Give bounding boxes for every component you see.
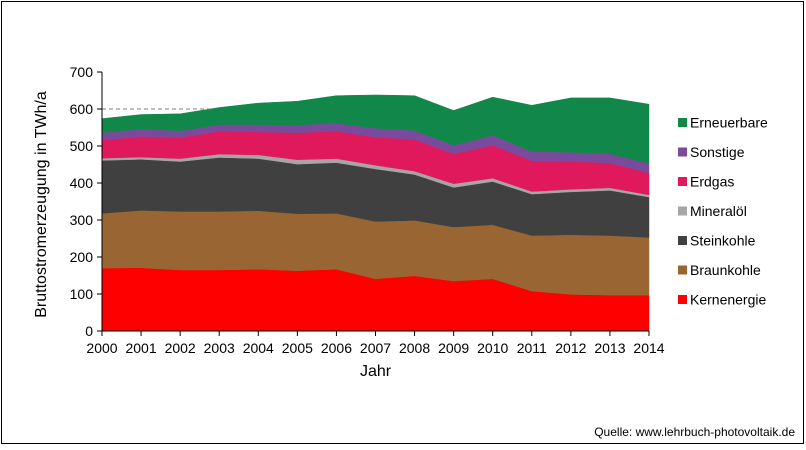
legend-swatch-erdgas: [678, 177, 687, 186]
legend-label: Erneuerbare: [690, 115, 768, 131]
x-ticks-group: 2000 2001 2002 2003 2004 2005 2006 2007 2008 2009…: [86, 331, 665, 356]
x-tick-label: 2000: [86, 340, 117, 356]
x-tick-label: 2002: [165, 340, 196, 356]
x-tick-label: 2010: [477, 340, 508, 356]
x-tick-label: 2009: [438, 340, 469, 356]
y-ticks-group: 0 100 200 300 400 500 600 700: [70, 64, 102, 339]
legend-label: Sonstige: [690, 144, 745, 160]
x-tick-label: 2001: [125, 340, 156, 356]
legend-label: Braunkohle: [690, 262, 761, 278]
y-tick-label: 100: [70, 286, 94, 302]
area-erneuerbare: [101, 94, 650, 164]
x-tick-label: 2005: [282, 340, 313, 356]
x-tick-label: 2003: [204, 340, 235, 356]
x-tick-label: 2007: [360, 340, 391, 356]
legend: Erneuerbare Sonstige Erdgas Mineralöl Steink…: [678, 115, 768, 308]
y-tick-label: 0: [85, 323, 93, 339]
y-axis-title: Bruttostromerzeugung in TWh/a: [33, 91, 50, 318]
legend-swatch-mineral-l: [678, 206, 687, 216]
x-axis-title: Jahr: [360, 363, 392, 380]
y-tick-label: 600: [70, 101, 94, 117]
y-tick-label: 700: [70, 64, 94, 80]
x-tick-label: 2006: [321, 340, 352, 356]
x-tick-label: 2013: [594, 340, 625, 356]
y-tick-label: 400: [70, 175, 94, 191]
legend-label: Mineralöl: [690, 203, 747, 219]
legend-swatch-sonstige: [678, 147, 687, 157]
area-series-group: [101, 94, 650, 332]
source-credit: Quelle: www.lehrbuch-photovoltaik.de: [594, 425, 795, 439]
legend-label: Kernenergie: [690, 292, 766, 308]
legend-swatch-steinkohle: [678, 236, 687, 245]
x-tick-label: 2004: [243, 340, 274, 356]
legend-label: Erdgas: [690, 174, 734, 190]
y-tick-label: 200: [70, 249, 94, 265]
legend-swatch-kernenergie: [678, 295, 687, 304]
legend-swatch-braunkohle: [678, 265, 687, 275]
x-tick-label: 2011: [517, 340, 547, 356]
x-tick-label: 2008: [399, 340, 430, 356]
legend-swatch-erneuerbare: [678, 118, 687, 127]
y-tick-label: 300: [70, 212, 94, 228]
y-tick-label: 500: [70, 138, 94, 154]
legend-label: Steinkohle: [690, 233, 756, 249]
x-tick-label: 2014: [633, 340, 664, 356]
x-tick-label: 2012: [555, 340, 586, 356]
